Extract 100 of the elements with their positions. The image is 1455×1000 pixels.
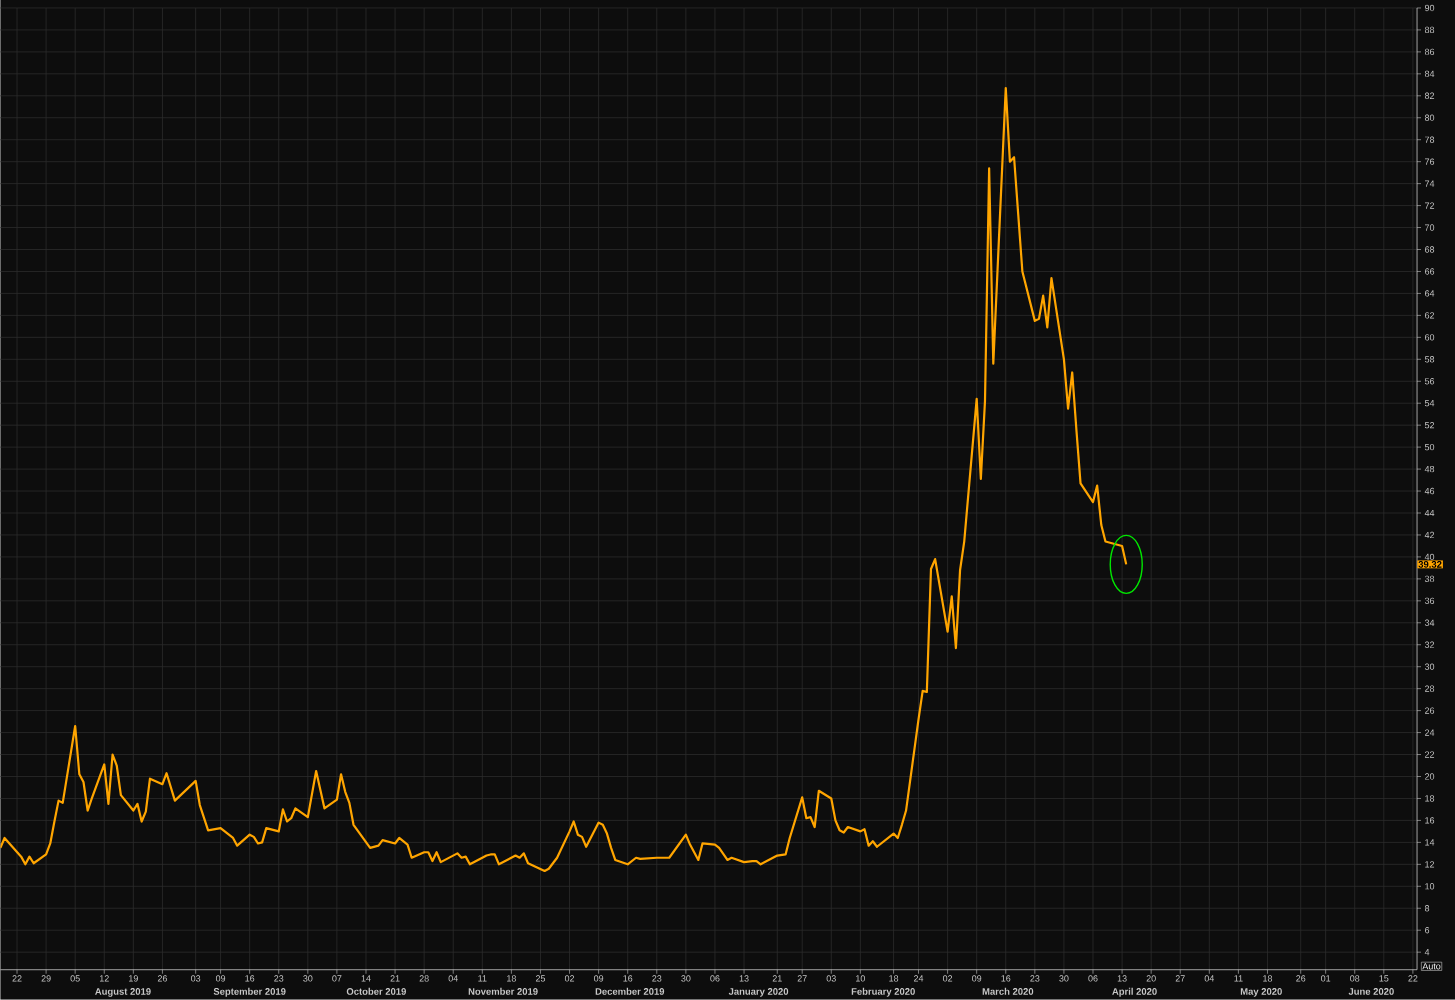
x-tick-label: 30	[303, 975, 313, 982]
text: November 2019	[468, 987, 538, 995]
y-tick-label: 86	[1424, 48, 1435, 56]
x-tick-label: 02	[564, 975, 575, 982]
y-tick-label: 26	[1425, 707, 1435, 714]
x-tick-label: 14	[361, 975, 371, 982]
y-tick-label: 90	[1424, 4, 1435, 12]
y-tick-label: 38	[1424, 575, 1435, 583]
y-tick-label: 70	[1425, 224, 1435, 231]
x-tick-label: 09	[593, 975, 604, 982]
x-tick-label: 12	[99, 975, 109, 982]
text: October 2019	[346, 987, 406, 995]
y-tick-label: 12	[1425, 861, 1435, 868]
y-tick-label: 20	[1425, 773, 1435, 780]
y-tick-label: 8	[1424, 905, 1430, 912]
text: March 2020	[982, 987, 1034, 995]
y-tick-label: 32	[1424, 641, 1435, 648]
x-tick-label: 05	[70, 975, 80, 982]
x-tick-label: 07	[332, 975, 342, 982]
y-tick-label: 76	[1425, 158, 1435, 165]
x-tick-label: 21	[772, 975, 782, 982]
y-tick-label: 28	[1425, 685, 1435, 692]
text: February 2020	[851, 987, 915, 997]
y-tick-label: 82	[1424, 92, 1435, 99]
y-tick-label: 56	[1424, 378, 1435, 385]
x-tick-label: 27	[797, 975, 807, 982]
x-tick-label: 29	[41, 975, 51, 982]
y-tick-label: 18	[1425, 795, 1435, 802]
y-tick-label: 14	[1425, 839, 1435, 846]
text: Auto	[1422, 963, 1441, 970]
x-tick-label: 08	[1350, 975, 1360, 982]
y-tick-label: 42	[1424, 531, 1435, 539]
x-tick-label: 23	[274, 975, 284, 982]
x-tick-label: 03	[826, 975, 836, 982]
y-tick-label: 66	[1425, 268, 1435, 275]
y-tick-label: 16	[1425, 817, 1435, 824]
y-tick-label: 24	[1425, 729, 1435, 736]
x-tick-label: 22	[1408, 975, 1418, 982]
x-tick-label: 28	[419, 975, 429, 982]
y-tick-label: 52	[1424, 421, 1435, 429]
y-tick-label: 54	[1424, 400, 1435, 407]
y-tick-label: 84	[1424, 70, 1435, 77]
y-tick-label: 50	[1424, 443, 1435, 451]
x-tick-label: 10	[856, 975, 865, 982]
y-tick-label: 78	[1425, 136, 1435, 143]
y-tick-label: 62	[1425, 312, 1435, 319]
x-tick-label: 21	[390, 975, 400, 982]
y-tick-label: 64	[1425, 290, 1435, 297]
x-tick-label: 09	[215, 975, 226, 982]
y-tick-label: 40	[1424, 553, 1435, 561]
x-tick-label: 04	[448, 975, 458, 982]
y-tick-label: 30	[1424, 663, 1435, 670]
x-tick-label: 18	[507, 975, 516, 982]
x-tick-label: 30	[681, 975, 691, 982]
y-tick-label: 46	[1424, 487, 1435, 495]
y-tick-label: 36	[1424, 597, 1435, 604]
x-tick-label: 16	[245, 975, 255, 982]
x-tick-label: 15	[1379, 975, 1389, 982]
x-tick-label: 13	[1117, 975, 1127, 982]
y-tick-label: 60	[1425, 334, 1435, 341]
y-tick-label: 74	[1425, 180, 1435, 187]
y-tick-label: 44	[1424, 509, 1435, 517]
x-tick-label: 02	[942, 975, 953, 982]
x-tick-label: 04	[1204, 975, 1215, 982]
x-tick-label: 11	[478, 975, 487, 982]
x-tick-label: 24	[913, 975, 924, 982]
text: 39.32	[1418, 561, 1442, 568]
x-tick-label: 25	[535, 975, 546, 982]
y-tick-label: 58	[1424, 356, 1435, 363]
x-tick-label: 03	[191, 975, 201, 982]
text: September 2019	[213, 987, 286, 997]
x-tick-label: 06	[710, 975, 720, 982]
x-tick-label: 06	[1088, 975, 1098, 982]
x-tick-label: 01	[1321, 975, 1331, 982]
y-tick-label: 34	[1424, 619, 1435, 626]
y-tick-label: 80	[1424, 114, 1435, 121]
x-tick-label: 16	[1001, 975, 1011, 982]
x-tick-label: 18	[1263, 975, 1273, 982]
text: August 2019	[95, 988, 151, 997]
x-tick-label: 13	[739, 975, 749, 982]
x-tick-label: 18	[889, 975, 899, 982]
x-tick-label: 20	[1146, 975, 1156, 982]
text: May 2020	[1240, 988, 1282, 997]
text: December 2019	[595, 987, 665, 995]
y-tick-label: 88	[1424, 26, 1435, 34]
x-tick-label: 09	[972, 975, 982, 982]
x-tick-label: 23	[1030, 975, 1040, 982]
y-tick-label: 10	[1425, 883, 1435, 890]
x-tick-label: 22	[12, 975, 22, 982]
x-tick-label: 11	[1234, 975, 1243, 982]
y-tick-label: 22	[1425, 751, 1435, 758]
x-tick-label: 23	[652, 975, 662, 982]
text: June 2020	[1348, 988, 1394, 995]
x-tick-label: 30	[1059, 975, 1069, 982]
y-tick-label: 4	[1424, 949, 1430, 956]
text: April 2020	[1112, 987, 1157, 997]
x-tick-label: 27	[1175, 975, 1185, 982]
x-tick-label: 19	[129, 975, 138, 982]
text: January 2020	[728, 988, 789, 997]
y-tick-label: 68	[1425, 246, 1435, 253]
